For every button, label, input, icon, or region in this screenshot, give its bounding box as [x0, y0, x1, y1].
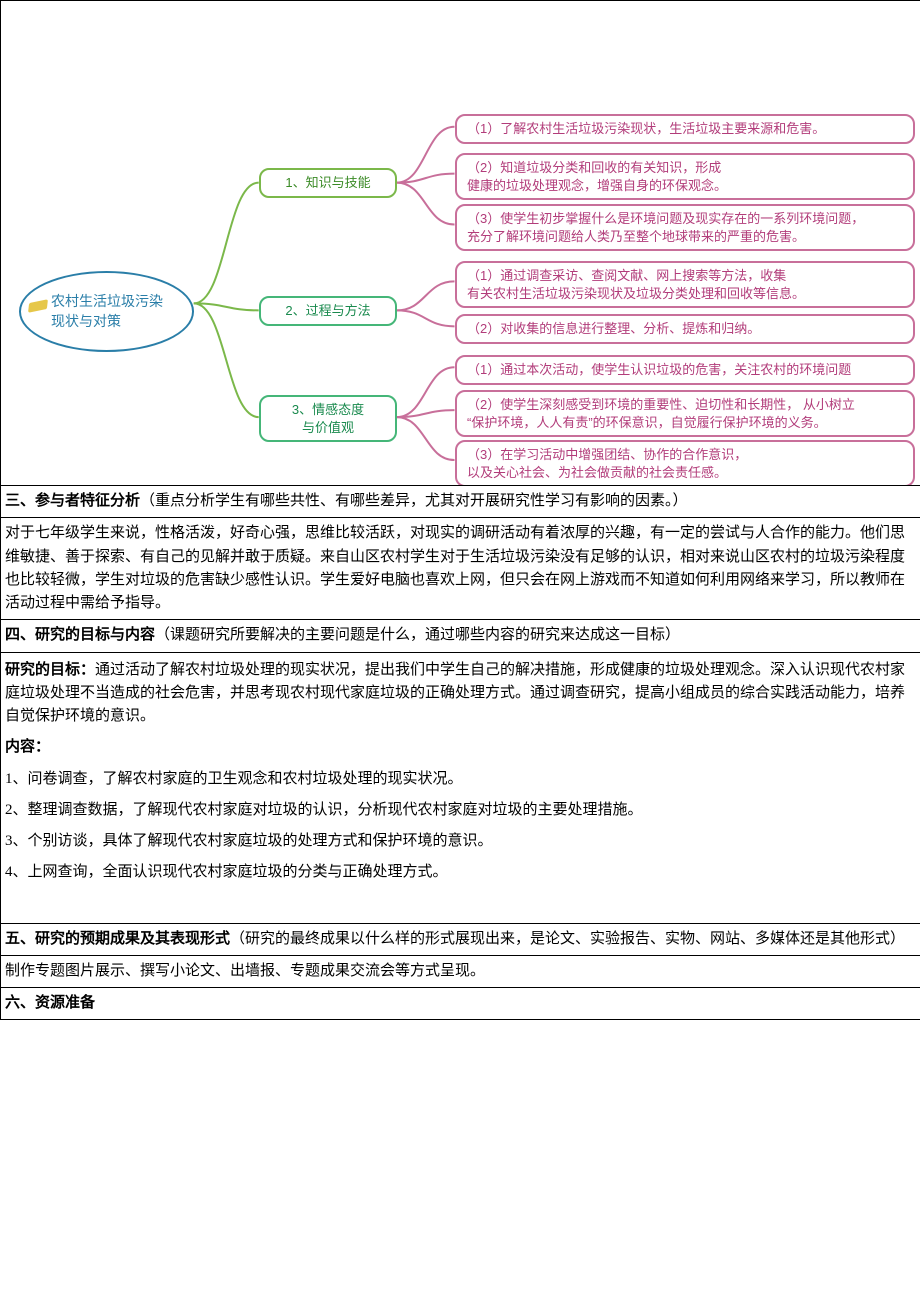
section-4-item-2: 2、整理调查数据，了解现代农村家庭对垃圾的认识，分析现代农村家庭对垃圾的主要处理…: [5, 799, 916, 822]
section-3-text: 对于七年级学生来说，性格活泼，好奇心强，思维比较活跃，对现实的调研活动有着浓厚的…: [5, 525, 905, 611]
mindmap-leaf-v-2: （2）使学生深刻感受到环境的重要性、迫切性和长期性， 从小树立 “保护环境，人人…: [455, 390, 915, 437]
section-5-note: （研究的最终成果以什么样的形式展现出来，是论文、实验报告、实物、网站、多媒体还是…: [230, 931, 905, 947]
section-6-title: 六、资源准备: [5, 995, 95, 1011]
section-4-body: 研究的目标：通过活动了解农村垃圾处理的现实状况，提出我们中学生自己的解决措施，形…: [1, 652, 920, 923]
mindmap-leaf-k-1: （1）了解农村生活垃圾污染现状，生活垃圾主要来源和危害。: [455, 114, 915, 144]
section-4-goal-label: 研究的目标：: [5, 662, 95, 678]
section-4-item-1: 1、问卷调查，了解农村家庭的卫生观念和农村垃圾处理的现实状况。: [5, 768, 916, 791]
mindmap-branch-k: 1、知识与技能: [259, 168, 397, 198]
section-4-item-4: 4、上网查询，全面认识现代农村家庭垃圾的分类与正确处理方式。: [5, 861, 916, 884]
section-3-body: 对于七年级学生来说，性格活泼，好奇心强，思维比较活跃，对现实的调研活动有着浓厚的…: [1, 517, 920, 619]
section-3-header: 三、参与者特征分析（重点分析学生有哪些共性、有哪些差异，尤其对开展研究性学习有影…: [1, 485, 920, 517]
mindmap-leaf-v-1: （1）通过本次活动，使学生认识垃圾的危害，关注农村的环境问题: [455, 355, 915, 385]
section-4-content-label: 内容：: [5, 736, 916, 759]
mindmap-cell: 农村生活垃圾污染 现状与对策 1、知识与技能 （1）了解农村生活垃圾污染现状，生活垃…: [1, 0, 920, 485]
section-6-header: 六、资源准备: [1, 987, 920, 1020]
mindmap-branch-p: 2、过程与方法: [259, 296, 397, 326]
section-5-title: 五、研究的预期成果及其表现形式: [5, 931, 230, 947]
mindmap-leaf-p-1: （1）通过调查采访、查阅文献、网上搜索等方法，收集 有关农村生活垃圾污染现状及垃…: [455, 261, 915, 308]
section-4-note: （课题研究所要解决的主要问题是什么，通过哪些内容的研究来达成这一目标）: [155, 627, 680, 643]
section-4-header: 四、研究的目标与内容（课题研究所要解决的主要问题是什么，通过哪些内容的研究来达成…: [1, 619, 920, 651]
mindmap-leaf-k-3: （3）使学生初步掌握什么是环境问题及现实存在的一系列环境问题， 充分了解环境问题…: [455, 204, 915, 251]
mindmap-leaf-k-2: （2）知道垃圾分类和回收的有关知识，形成 健康的垃圾处理观念，增强自身的环保观念…: [455, 153, 915, 200]
document-page: 农村生活垃圾污染 现状与对策 1、知识与技能 （1）了解农村生活垃圾污染现状，生活垃…: [0, 0, 920, 1020]
mindmap-leaf-p-2: （2）对收集的信息进行整理、分析、提炼和归纳。: [455, 314, 915, 344]
mindmap-branch-v: 3、情感态度 与价值观: [259, 395, 397, 442]
section-4-title: 四、研究的目标与内容: [5, 627, 155, 643]
mindmap-root: 农村生活垃圾污染 现状与对策: [19, 271, 194, 352]
section-5-text: 制作专题图片展示、撰写小论文、出墙报、专题成果交流会等方式呈现。: [5, 963, 485, 979]
section-3-title: 三、参与者特征分析: [5, 493, 140, 509]
section-4-goal: 通过活动了解农村垃圾处理的现实状况，提出我们中学生自己的解决措施，形成健康的垃圾…: [5, 662, 905, 725]
section-5-body: 制作专题图片展示、撰写小论文、出墙报、专题成果交流会等方式呈现。: [1, 955, 920, 987]
section-3-note: （重点分析学生有哪些共性、有哪些差异，尤其对开展研究性学习有影响的因素。）: [140, 493, 688, 509]
section-4-item-3: 3、个别访谈，具体了解现代农村家庭垃圾的处理方式和保护环境的意识。: [5, 830, 916, 853]
section-5-header: 五、研究的预期成果及其表现形式（研究的最终成果以什么样的形式展现出来，是论文、实…: [1, 923, 920, 955]
mindmap-leaf-v-3: （3）在学习活动中增强团结、协作的合作意识， 以及关心社会、为社会做贡献的社会责…: [455, 440, 915, 485]
